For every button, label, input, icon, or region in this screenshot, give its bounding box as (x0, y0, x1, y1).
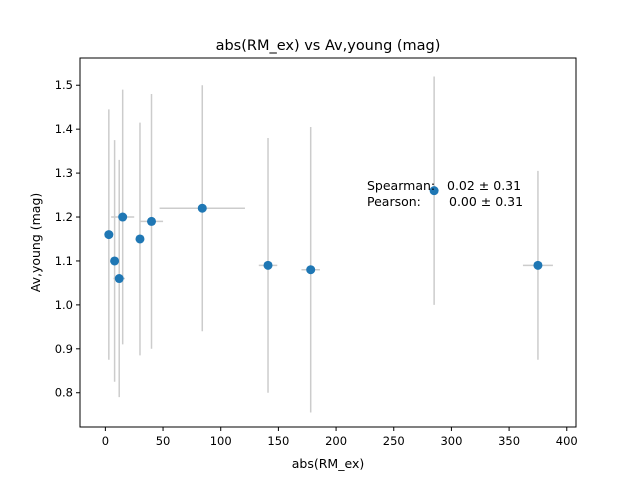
y-tick-label: 1.4 (55, 122, 73, 136)
data-point (429, 186, 439, 196)
data-point (114, 274, 124, 284)
x-tick-label: 300 (440, 434, 462, 448)
x-tick-label: 50 (156, 434, 171, 448)
data-point (306, 265, 316, 275)
chart-title: abs(RM_ex) vs Av,young (mag) (216, 38, 441, 54)
data-point (263, 260, 273, 270)
y-tick-label: 0.9 (55, 342, 73, 356)
spearman-label: Spearman: (367, 178, 435, 193)
x-tick-label: 0 (102, 434, 109, 448)
x-tick-label: 100 (210, 434, 232, 448)
x-tick-label: 350 (498, 434, 520, 448)
x-tick-label: 150 (267, 434, 289, 448)
y-tick-label: 1.5 (55, 78, 73, 92)
data-point (147, 216, 157, 226)
pearson-label: Pearson: (367, 194, 421, 209)
markers-layer (104, 186, 543, 284)
x-tick-label: 200 (325, 434, 347, 448)
y-axis-label: Av,young (mag) (28, 193, 43, 293)
x-tick-label: 250 (383, 434, 405, 448)
data-point (104, 230, 114, 240)
data-point (533, 260, 543, 270)
y-tick-label: 1.1 (55, 254, 73, 268)
pearson-value: 0.00 ± 0.31 (449, 194, 523, 209)
errorbars-layer (107, 76, 553, 413)
x-tick-label: 400 (556, 434, 578, 448)
ticks-layer: 0 50 100 150 200 250 300 350 400 0.8 0.9 1.0 1.1 1.2 1… (55, 78, 578, 448)
y-tick-label: 1.3 (55, 166, 73, 180)
data-point (110, 256, 120, 266)
data-point (197, 203, 207, 213)
plot-frame (79, 57, 577, 428)
spearman-value: 0.02 ± 0.31 (447, 178, 521, 193)
y-tick-label: 1.0 (55, 298, 73, 312)
y-tick-label: 1.2 (55, 210, 73, 224)
data-point (135, 234, 145, 244)
data-point (118, 212, 128, 222)
x-axis-label: abs(RM_ex) (292, 456, 364, 471)
y-tick-label: 0.8 (55, 386, 73, 400)
